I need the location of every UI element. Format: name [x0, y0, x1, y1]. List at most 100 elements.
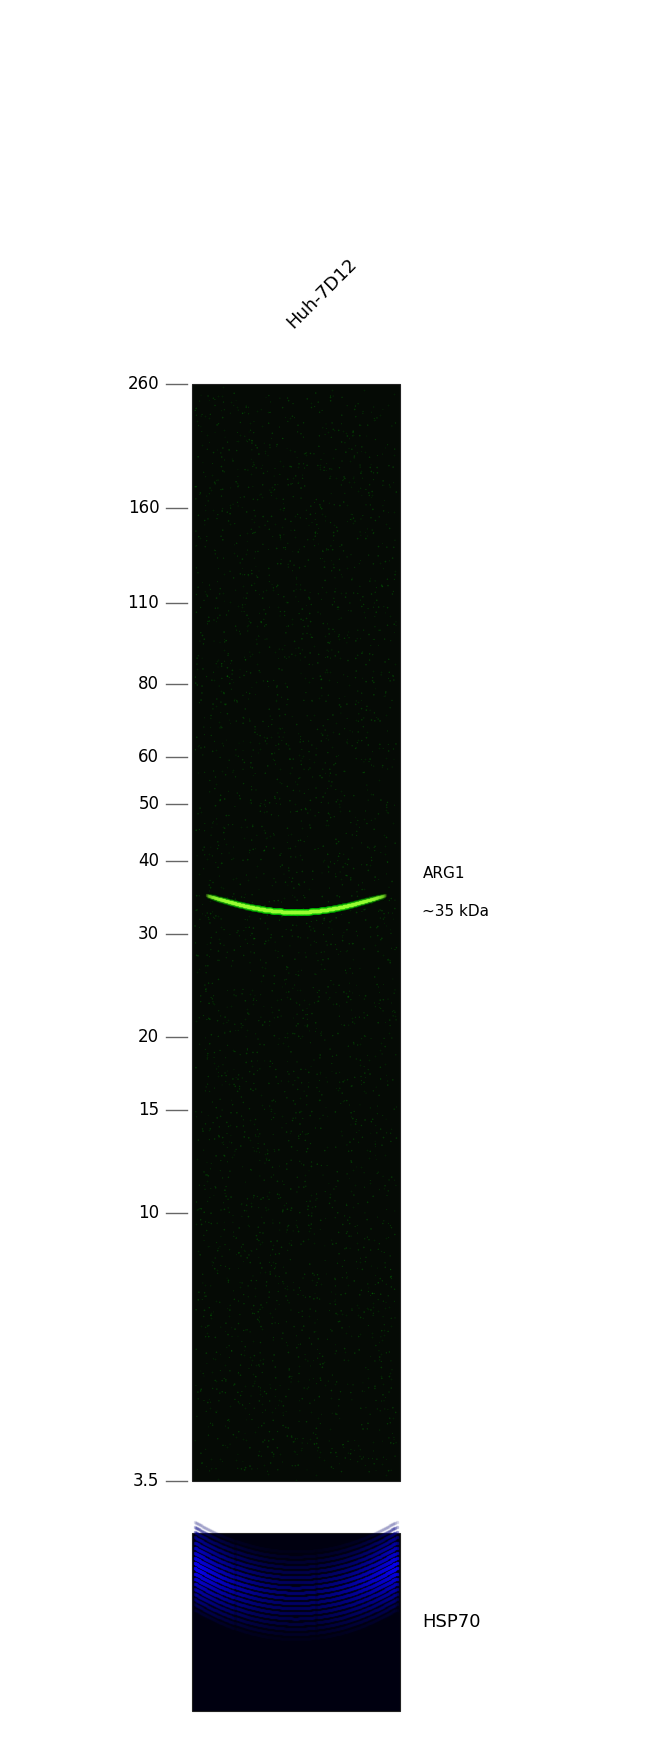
Point — [301, 796, 311, 824]
Point — [316, 1114, 326, 1142]
Point — [243, 473, 254, 501]
Point — [275, 842, 285, 870]
Point — [194, 1030, 205, 1058]
Point — [252, 396, 262, 424]
Point — [202, 941, 213, 969]
Point — [352, 1254, 363, 1282]
Point — [390, 560, 400, 588]
Point — [319, 1446, 330, 1474]
Point — [292, 1000, 302, 1028]
Point — [298, 1105, 308, 1133]
Point — [204, 990, 214, 1018]
Point — [306, 1215, 316, 1243]
Point — [342, 629, 352, 656]
Point — [305, 812, 315, 840]
Point — [214, 672, 224, 700]
Point — [306, 917, 316, 945]
Point — [202, 1320, 213, 1348]
Point — [314, 684, 324, 712]
Point — [214, 1379, 225, 1407]
Point — [276, 1002, 287, 1030]
Point — [274, 1152, 285, 1180]
Point — [214, 863, 224, 890]
Point — [214, 601, 225, 629]
Point — [288, 464, 298, 492]
Point — [281, 983, 292, 1011]
Point — [348, 505, 359, 533]
Point — [382, 431, 393, 459]
Point — [229, 379, 239, 407]
Point — [282, 1196, 293, 1224]
Point — [365, 913, 376, 941]
Point — [302, 526, 313, 553]
Point — [250, 576, 261, 604]
Point — [300, 883, 310, 911]
Point — [196, 1206, 206, 1234]
Point — [268, 1103, 279, 1131]
Point — [273, 1070, 283, 1098]
Point — [270, 454, 280, 482]
Point — [255, 1231, 265, 1259]
Point — [332, 936, 342, 964]
Point — [282, 1215, 293, 1243]
Point — [377, 1268, 387, 1296]
Point — [211, 466, 222, 494]
Point — [301, 679, 311, 707]
Point — [360, 981, 370, 1009]
Point — [249, 1369, 259, 1397]
Point — [277, 903, 287, 931]
Point — [281, 1282, 291, 1310]
Point — [352, 922, 363, 950]
Point — [266, 1227, 276, 1255]
Point — [245, 1318, 255, 1346]
Point — [261, 440, 271, 468]
Point — [289, 1004, 299, 1032]
Point — [296, 1025, 306, 1053]
Point — [249, 1060, 259, 1088]
Point — [339, 714, 350, 742]
Point — [205, 1154, 216, 1182]
Point — [223, 777, 233, 805]
Point — [250, 1275, 261, 1303]
Point — [224, 588, 235, 616]
Point — [242, 814, 252, 842]
Point — [198, 630, 209, 658]
Point — [298, 882, 309, 910]
Point — [212, 648, 222, 676]
Point — [373, 1158, 384, 1186]
Point — [212, 410, 222, 438]
Point — [218, 526, 228, 553]
Point — [334, 1386, 345, 1414]
Point — [380, 1254, 391, 1282]
Point — [362, 1206, 372, 1234]
Point — [201, 1339, 211, 1367]
Point — [363, 786, 373, 814]
Point — [208, 496, 218, 524]
Point — [379, 1175, 389, 1203]
Point — [335, 1378, 346, 1406]
Point — [202, 1453, 212, 1481]
Point — [250, 925, 260, 953]
Point — [227, 1313, 237, 1341]
Point — [224, 1255, 235, 1283]
Point — [373, 541, 384, 569]
Point — [323, 800, 333, 828]
Point — [288, 896, 298, 924]
Point — [274, 702, 285, 730]
Point — [216, 438, 226, 466]
Point — [261, 1379, 272, 1407]
Point — [342, 1131, 352, 1159]
Point — [386, 934, 396, 962]
Point — [315, 662, 326, 690]
Point — [302, 995, 312, 1023]
Point — [280, 597, 290, 625]
Point — [213, 835, 223, 863]
Point — [231, 864, 242, 892]
Point — [250, 1367, 260, 1395]
Point — [348, 419, 358, 447]
Point — [266, 993, 277, 1021]
Point — [326, 1453, 337, 1481]
Point — [233, 473, 243, 501]
Point — [304, 1217, 314, 1245]
Point — [361, 475, 371, 503]
